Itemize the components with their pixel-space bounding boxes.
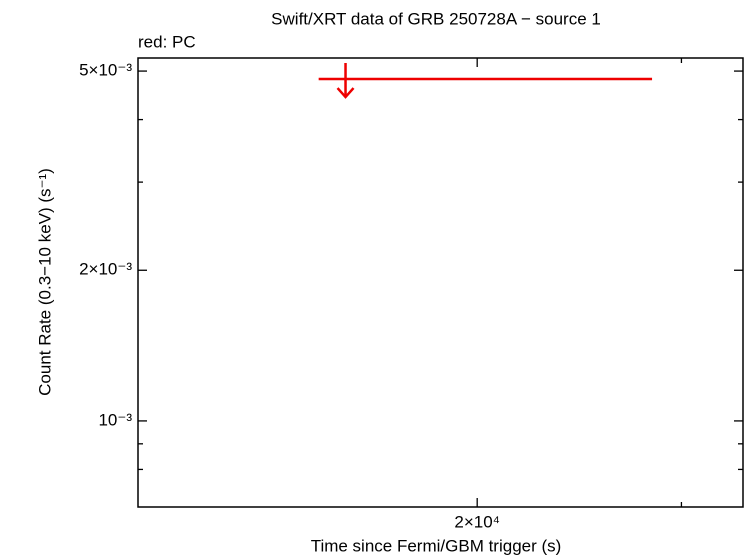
y-tick-label: 10⁻³ bbox=[98, 410, 132, 429]
y-axis-label: Count Rate (0.3−10 keV) (s⁻¹) bbox=[35, 168, 54, 396]
plot-frame bbox=[137, 57, 744, 508]
chart-subtitle: red: PC bbox=[138, 32, 196, 51]
y-tick-label: 5×10⁻³ bbox=[79, 61, 132, 80]
chart-title: Swift/XRT data of GRB 250728A − source 1 bbox=[271, 9, 601, 28]
x-axis-label: Time since Fermi/GBM trigger (s) bbox=[311, 536, 562, 555]
y-tick-label: 2×10⁻³ bbox=[79, 260, 132, 279]
x-tick-label: 2×10⁴ bbox=[454, 512, 500, 531]
upper-limit-arrow bbox=[336, 63, 355, 99]
